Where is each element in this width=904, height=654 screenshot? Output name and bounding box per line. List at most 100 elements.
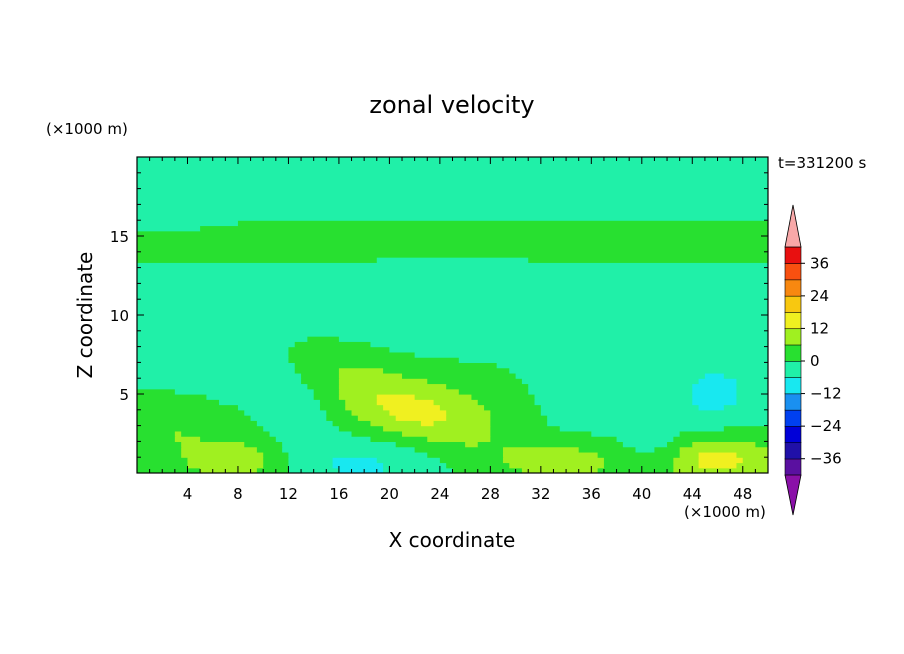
colorbar-tick-label: −12 xyxy=(810,385,842,403)
heatmap-cell xyxy=(294,367,340,374)
heatmap-cell xyxy=(490,436,618,442)
heatmap-cell xyxy=(181,446,258,453)
heatmap-cell xyxy=(137,341,296,348)
heatmap-cell xyxy=(490,425,561,432)
heatmap-cell xyxy=(269,430,353,437)
heatmap-cell xyxy=(534,394,693,400)
x-tick-label: 12 xyxy=(279,485,298,503)
heatmap-cell xyxy=(137,367,296,374)
heatmap-cell xyxy=(237,220,768,227)
heatmap-cell xyxy=(137,383,308,390)
colorbar-tick-label: 12 xyxy=(810,319,829,337)
heatmap-cell xyxy=(692,388,738,395)
heatmap-cell xyxy=(376,399,435,406)
heatmap-cell xyxy=(427,436,491,442)
y-tick-label: 5 xyxy=(119,386,129,404)
heatmap-cell xyxy=(704,372,725,379)
heatmap-cell xyxy=(692,441,756,448)
heatmap-cell xyxy=(137,362,296,369)
heatmap-cell xyxy=(458,388,529,395)
colorbar-segment xyxy=(784,393,802,411)
colorbar-under-arrow xyxy=(784,474,802,516)
heatmap-cell xyxy=(383,404,441,411)
colorbar: −36 −24 −12 0 12 24 36 xyxy=(784,204,842,516)
heatmap-cell xyxy=(723,372,768,379)
heatmap-cell xyxy=(338,388,460,395)
heatmap-cell xyxy=(137,246,768,253)
heatmap-cell xyxy=(338,383,447,390)
heatmap-cell xyxy=(414,446,504,453)
heatmap-cell xyxy=(256,446,283,453)
heatmap-cell xyxy=(597,467,674,473)
colorbar-tick-label: 24 xyxy=(810,287,829,305)
heatmap-cell xyxy=(263,451,290,458)
heatmap-cell xyxy=(275,436,372,442)
x-tick-label: 16 xyxy=(329,485,348,503)
heatmap-cell xyxy=(521,378,700,385)
heatmap-cell xyxy=(736,451,768,458)
heatmap-cell xyxy=(673,467,768,473)
heatmap-cell xyxy=(338,372,403,379)
colorbar-segment xyxy=(784,458,802,476)
heatmap-cell xyxy=(736,394,768,400)
heatmap-cell xyxy=(137,425,264,432)
x-tick-label: 8 xyxy=(233,485,243,503)
heatmap-cell xyxy=(174,388,315,395)
heatmap-cell xyxy=(446,409,491,416)
heatmap-cell xyxy=(206,394,315,400)
heatmap-cell xyxy=(736,383,768,390)
heatmap-cell xyxy=(698,451,738,458)
heatmap-cell xyxy=(263,462,290,469)
colorbar-tick-label: −24 xyxy=(810,417,842,435)
heatmap-cell xyxy=(383,462,447,469)
heatmap-cell xyxy=(673,462,700,469)
heatmap-cell xyxy=(667,441,693,448)
heatmap-cell xyxy=(439,457,504,464)
heatmap-cell xyxy=(736,378,768,385)
heatmap-cell xyxy=(137,251,768,258)
heatmap-cell xyxy=(502,446,580,453)
heatmap-cell xyxy=(484,404,542,411)
heatmap-cell xyxy=(326,415,359,421)
heatmap-cell xyxy=(452,467,523,473)
heatmap-cell xyxy=(307,383,340,390)
heatmap-cell xyxy=(200,467,258,473)
heatmap-cell xyxy=(137,183,768,190)
heatmap-field xyxy=(137,157,768,473)
colorbar-segment xyxy=(784,360,802,378)
heatmap-cell xyxy=(742,457,768,464)
x-axis: 4 8 12 16 20 24 28 32 36 40 44 48 xyxy=(149,157,756,503)
heatmap-cell xyxy=(370,436,428,442)
heatmap-cell xyxy=(433,399,479,406)
heatmap-cell xyxy=(616,436,674,442)
heatmap-cell xyxy=(256,420,334,427)
heatmap-cell xyxy=(137,209,768,216)
heatmap-cell xyxy=(345,399,378,406)
heatmap-cell xyxy=(446,383,529,390)
heatmap-cell xyxy=(137,167,768,174)
time-label: t=331200 s xyxy=(778,154,866,172)
x-axis-label: X coordinate xyxy=(389,528,516,552)
heatmap-cell xyxy=(181,451,264,458)
heatmap-cell xyxy=(559,425,725,432)
heatmap-cell xyxy=(137,304,768,311)
heatmap-cell xyxy=(383,467,454,473)
heatmap-cell xyxy=(534,399,693,406)
colorbar-segment xyxy=(784,442,802,460)
heatmap-cell xyxy=(137,309,768,316)
heatmap-cell xyxy=(698,462,738,469)
heatmap-cell xyxy=(338,467,384,473)
heatmap-cell xyxy=(244,441,283,448)
heatmap-cell xyxy=(137,467,201,473)
heatmap-cell xyxy=(137,399,220,406)
heatmap-cell xyxy=(547,420,768,427)
heatmap-cell xyxy=(237,404,321,411)
heatmap-cell xyxy=(288,351,416,358)
colorbar-segment xyxy=(784,376,802,395)
heatmap-cell xyxy=(137,293,768,300)
heatmap-cell xyxy=(370,420,422,427)
heatmap-cell xyxy=(187,462,264,469)
heatmap-cell xyxy=(137,420,258,427)
heatmap-cell xyxy=(433,420,491,427)
x-tick-label: 48 xyxy=(733,485,752,503)
